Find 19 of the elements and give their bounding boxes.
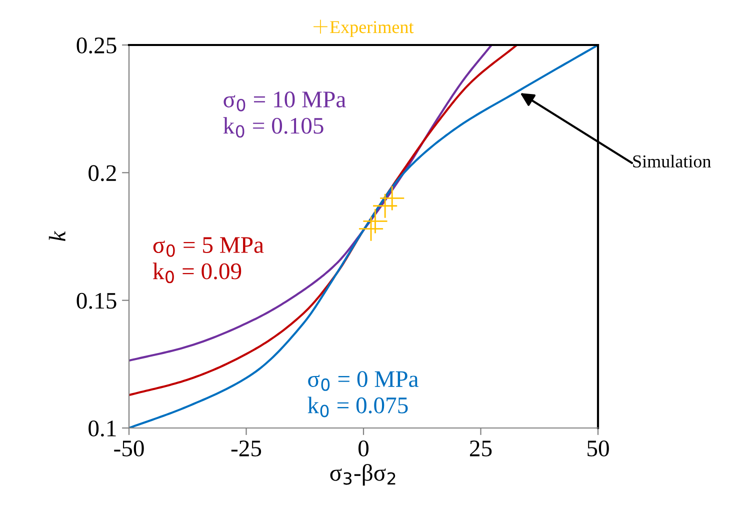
y-tick-label: 0.15: [76, 292, 116, 309]
y-tick-label: 0.25: [76, 37, 116, 54]
y-axis-title: k: [48, 230, 66, 242]
x-tick-label: 50: [588, 440, 609, 456]
legend-label: Experiment: [330, 21, 414, 37]
point: [373, 194, 398, 218]
point: [380, 186, 404, 210]
series-label: σ$_{0}$ = 0 MPa k$_{0}$ = 0.075: [308, 371, 418, 418]
point: [363, 209, 388, 234]
text: σ$_{0}$ = 10 MPa k$_{0}$ = 0.105: [223, 92, 346, 138]
annotation: Simulation: [633, 154, 711, 168]
x-axis-title: σ$_{3}$-βσ$_{2}$: [330, 464, 396, 486]
x-tick-label: -25: [231, 440, 262, 456]
x-tick-label: 0: [358, 440, 369, 456]
text: σ$_{0}$ = 5 MPa k$_{0}$ = 0.09: [152, 237, 264, 284]
y-tick-label: 0.1: [88, 420, 116, 437]
y-tick-label: 0.2: [88, 165, 116, 182]
x-tick-label: -50: [114, 440, 144, 456]
x-tick-label: 25: [470, 440, 492, 456]
